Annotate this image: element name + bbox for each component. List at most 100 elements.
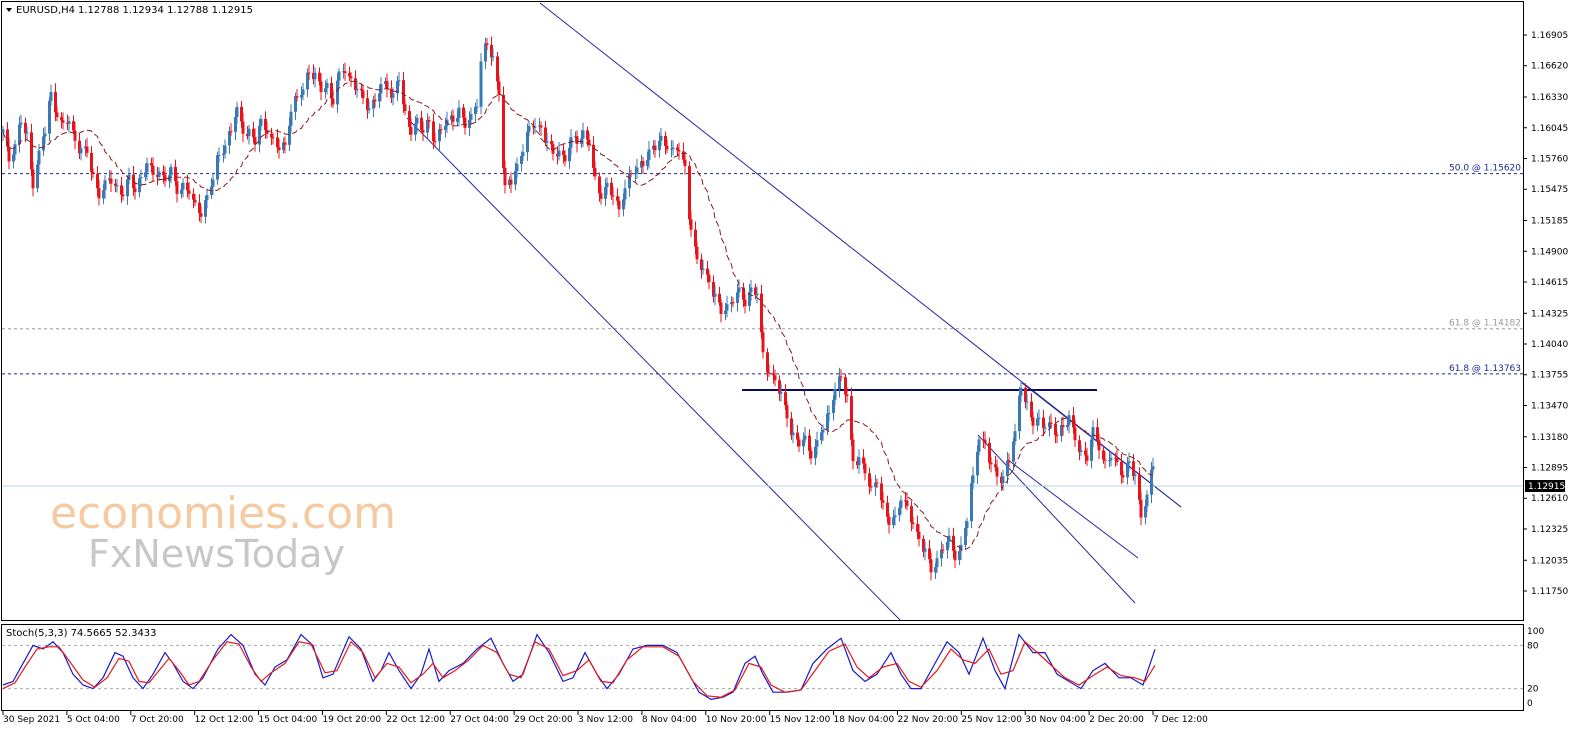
candle-body [90, 152, 93, 173]
candle-body [964, 528, 967, 545]
candle-body [653, 145, 657, 151]
candle-body [688, 166, 691, 220]
candle-body [820, 432, 823, 441]
candle-body [623, 188, 627, 200]
candle-body [520, 155, 523, 164]
candle-body [13, 144, 17, 155]
candle-body [420, 117, 423, 130]
candle-body [839, 376, 843, 378]
candle-body [484, 43, 487, 62]
stoch-tick-label: 100 [1527, 627, 1544, 637]
stoch-tick-label: 20 [1527, 685, 1539, 695]
candle-body [1048, 422, 1051, 428]
candle-body [1108, 460, 1111, 462]
candle-body [60, 117, 63, 121]
candle-body [958, 551, 961, 561]
candle-body [19, 122, 23, 125]
candle-body [868, 473, 871, 487]
candle-body [433, 141, 437, 143]
candle-body [718, 293, 721, 303]
candle-body [1090, 439, 1093, 461]
candle-body [468, 119, 471, 128]
candle-body [635, 167, 639, 173]
candle-body [479, 61, 483, 107]
candle-body [743, 299, 747, 306]
candle-body [485, 43, 489, 45]
candle-body [701, 268, 705, 270]
candle-body [1013, 431, 1017, 442]
candle-body [737, 287, 741, 293]
candle-body [240, 106, 243, 122]
candle-body [886, 502, 889, 517]
candle-body [682, 151, 685, 160]
candle-body [1139, 499, 1143, 518]
candle-body [617, 200, 621, 210]
candle-body [1085, 455, 1089, 461]
candle-body [869, 486, 873, 488]
dropdown-triangle-icon[interactable] [6, 8, 12, 12]
candle-body [391, 93, 395, 98]
candle-body [1024, 387, 1027, 403]
candle-body [767, 372, 771, 374]
time-tick-label: 5 Oct 04:00 [67, 715, 120, 725]
candle-body [1132, 461, 1135, 476]
candle-body [544, 127, 547, 143]
candle-body [403, 104, 407, 112]
candle-body [754, 287, 757, 296]
candle-body [845, 394, 849, 397]
candle-body [683, 159, 687, 167]
candle-body [7, 146, 11, 162]
candle-body [815, 440, 819, 447]
ohlc-values: 1.12788 1.12934 1.12788 1.12915 [78, 5, 253, 16]
candle-body [802, 439, 805, 447]
candle-body [192, 193, 195, 200]
candle-body [977, 439, 981, 452]
candle-body [324, 88, 327, 93]
candle-body [396, 80, 399, 94]
candle-body [550, 141, 553, 145]
wedge-lower [1007, 459, 1139, 559]
candle-body [772, 373, 775, 376]
candle-body [910, 506, 913, 523]
time-tick-label: 7 Oct 20:00 [131, 715, 184, 725]
candle-body [1061, 425, 1065, 428]
candle-body [496, 56, 499, 82]
current-price-box [1525, 480, 1565, 492]
candle-body [989, 462, 993, 465]
candle-body [402, 80, 405, 105]
candle-body [593, 168, 597, 177]
main-panel-border [1, 1, 1524, 621]
price-tick-label: 1.12325 [1531, 525, 1568, 535]
candle-body [91, 172, 95, 174]
candle-body [79, 148, 83, 154]
candle-body [1079, 450, 1083, 452]
candle-body [814, 446, 817, 459]
candle-body [598, 176, 601, 194]
candle-body [755, 293, 759, 296]
candle-body [193, 199, 197, 203]
candle-body [120, 185, 123, 195]
candle-body [911, 522, 915, 525]
candle-body [337, 71, 341, 81]
candle-body [581, 130, 585, 139]
candle-body [857, 457, 861, 466]
candle-body [862, 457, 865, 464]
candle-body [850, 396, 853, 440]
fib-level-label: 61.8 @ 1.13763 [1449, 364, 1521, 374]
price-tick-label: 1.16330 [1531, 93, 1568, 103]
candle-body [946, 541, 949, 551]
price-tick-label: 1.12610 [1531, 494, 1568, 504]
candle-body [1150, 469, 1153, 495]
candle-body [475, 106, 479, 108]
candle-body [803, 435, 807, 440]
candle-body [1151, 466, 1155, 470]
candle-body [646, 159, 649, 166]
candle-body [749, 287, 753, 293]
candle-body [983, 439, 987, 443]
candle-body [539, 125, 543, 128]
candle-body [664, 135, 667, 146]
candle-body [1043, 427, 1047, 429]
candle-body [367, 108, 371, 111]
candle-body [174, 166, 177, 182]
candle-body [1078, 440, 1081, 452]
